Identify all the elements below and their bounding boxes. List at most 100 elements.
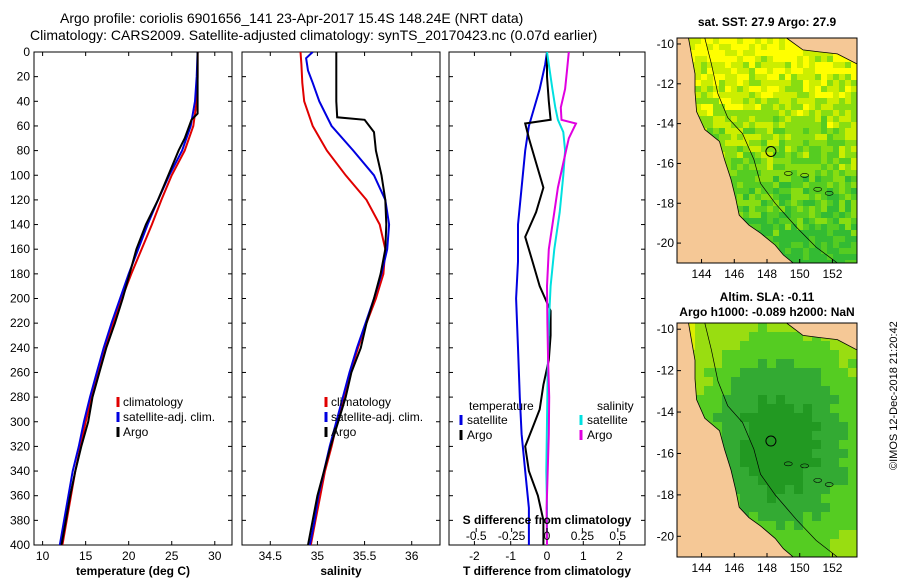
sea-pixel xyxy=(797,236,803,242)
sea-pixel xyxy=(731,86,737,92)
sea-pixel xyxy=(794,485,803,494)
sea-pixel xyxy=(833,86,839,92)
sea-pixel xyxy=(779,236,785,242)
sea-pixel xyxy=(821,68,827,74)
sea-pixel xyxy=(803,116,809,122)
sea-pixel xyxy=(785,503,794,512)
sea-pixel xyxy=(845,116,851,122)
sea-pixel xyxy=(815,230,821,236)
sea-pixel xyxy=(767,512,776,521)
sea-pixel xyxy=(827,254,833,260)
reef-outline xyxy=(813,187,823,192)
sea-pixel xyxy=(848,404,857,413)
sea-pixel xyxy=(803,386,812,395)
sea-pixel xyxy=(785,422,794,431)
sea-pixel xyxy=(845,254,851,260)
sea-pixel xyxy=(827,80,833,86)
sea-pixel xyxy=(809,86,815,92)
sea-pixel xyxy=(722,395,731,404)
sea-pixel xyxy=(743,86,749,92)
sea-pixel xyxy=(851,218,857,224)
sea-pixel xyxy=(791,92,797,98)
sea-pixel xyxy=(779,242,785,248)
sea-pixel xyxy=(851,92,857,98)
sea-pixel xyxy=(833,74,839,80)
sea-pixel xyxy=(761,92,767,98)
sea-pixel xyxy=(815,50,821,56)
sea-pixel xyxy=(791,206,797,212)
sea-pixel xyxy=(701,98,707,104)
sea-pixel xyxy=(725,104,731,110)
sea-pixel xyxy=(839,503,848,512)
sea-pixel xyxy=(767,422,776,431)
sea-pixel xyxy=(761,158,767,164)
map-y-tick-label: -12 xyxy=(657,77,675,91)
sea-pixel xyxy=(749,200,755,206)
sea-pixel xyxy=(776,431,785,440)
sea-pixel xyxy=(773,158,779,164)
sea-pixel xyxy=(833,206,839,212)
sea-pixel xyxy=(845,182,851,188)
sea-pixel xyxy=(803,152,809,158)
sea-pixel xyxy=(776,359,785,368)
sea-pixel xyxy=(851,170,857,176)
sea-pixel xyxy=(755,152,761,158)
sea-pixel xyxy=(809,248,815,254)
sea-pixel xyxy=(791,104,797,110)
sea-pixel xyxy=(704,341,713,350)
sea-pixel xyxy=(812,503,821,512)
sea-pixel xyxy=(821,440,830,449)
sea-pixel xyxy=(830,476,839,485)
sea-pixel xyxy=(830,413,839,422)
sea-pixel xyxy=(839,80,845,86)
sea-pixel xyxy=(749,467,758,476)
sea-pixel xyxy=(827,98,833,104)
series-line-s-satellite xyxy=(545,52,567,545)
sea-pixel xyxy=(851,128,857,134)
sea-pixel xyxy=(767,359,776,368)
sea-pixel xyxy=(839,539,848,548)
sea-pixel xyxy=(743,80,749,86)
series-line-s-argo xyxy=(545,52,578,545)
sea-pixel xyxy=(809,218,815,224)
sea-pixel xyxy=(767,218,773,224)
sea-pixel xyxy=(803,224,809,230)
sea-pixel xyxy=(695,104,701,110)
sea-pixel xyxy=(767,116,773,122)
sea-pixel xyxy=(725,74,731,80)
sea-pixel xyxy=(809,188,815,194)
sea-pixel xyxy=(722,422,731,431)
sea-pixel xyxy=(767,476,776,485)
x-tick-label: 34.5 xyxy=(259,549,283,563)
sea-pixel xyxy=(749,164,755,170)
sea-pixel xyxy=(815,224,821,230)
sea-pixel xyxy=(848,512,857,521)
sea-pixel xyxy=(749,485,758,494)
sea-pixel xyxy=(755,92,761,98)
sea-pixel xyxy=(761,170,767,176)
land-papua-new-guinea xyxy=(785,38,857,65)
sea-pixel xyxy=(758,503,767,512)
sea-pixel xyxy=(785,170,791,176)
sea-pixel xyxy=(713,134,719,140)
sea-pixel xyxy=(749,146,755,152)
sea-pixel xyxy=(815,116,821,122)
sea-pixel xyxy=(737,116,743,122)
sea-pixel xyxy=(776,467,785,476)
sea-pixel xyxy=(848,386,857,395)
sea-pixel xyxy=(803,62,809,68)
sea-pixel xyxy=(707,38,713,44)
sea-pixel xyxy=(821,350,830,359)
sea-pixel xyxy=(737,158,743,164)
sea-pixel xyxy=(776,323,785,332)
sea-pixel xyxy=(755,98,761,104)
sea-pixel xyxy=(821,386,830,395)
sea-pixel xyxy=(707,44,713,50)
sea-pixel xyxy=(821,122,827,128)
sea-pixel xyxy=(815,140,821,146)
sea-pixel xyxy=(743,92,749,98)
sea-pixel xyxy=(740,332,749,341)
sea-pixel xyxy=(767,134,773,140)
sea-pixel xyxy=(827,56,833,62)
sea-pixel xyxy=(749,176,755,182)
